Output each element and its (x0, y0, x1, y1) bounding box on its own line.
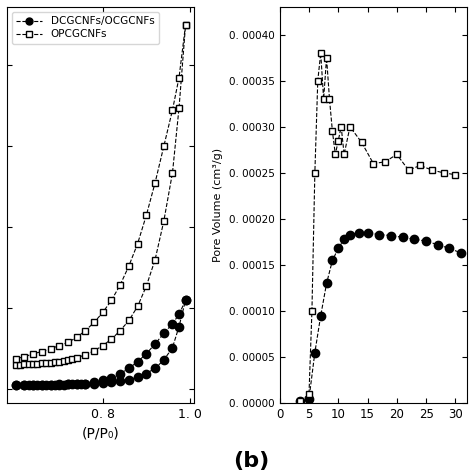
Legend: DCGCNFs/OCGCNFs, OPCGCNFs: DCGCNFs/OCGCNFs, OPCGCNFs (12, 12, 159, 44)
Text: (b): (b) (233, 451, 269, 471)
X-axis label: (P/P₀): (P/P₀) (82, 427, 119, 441)
Y-axis label: Pore Volume (cm³/g): Pore Volume (cm³/g) (213, 148, 223, 262)
